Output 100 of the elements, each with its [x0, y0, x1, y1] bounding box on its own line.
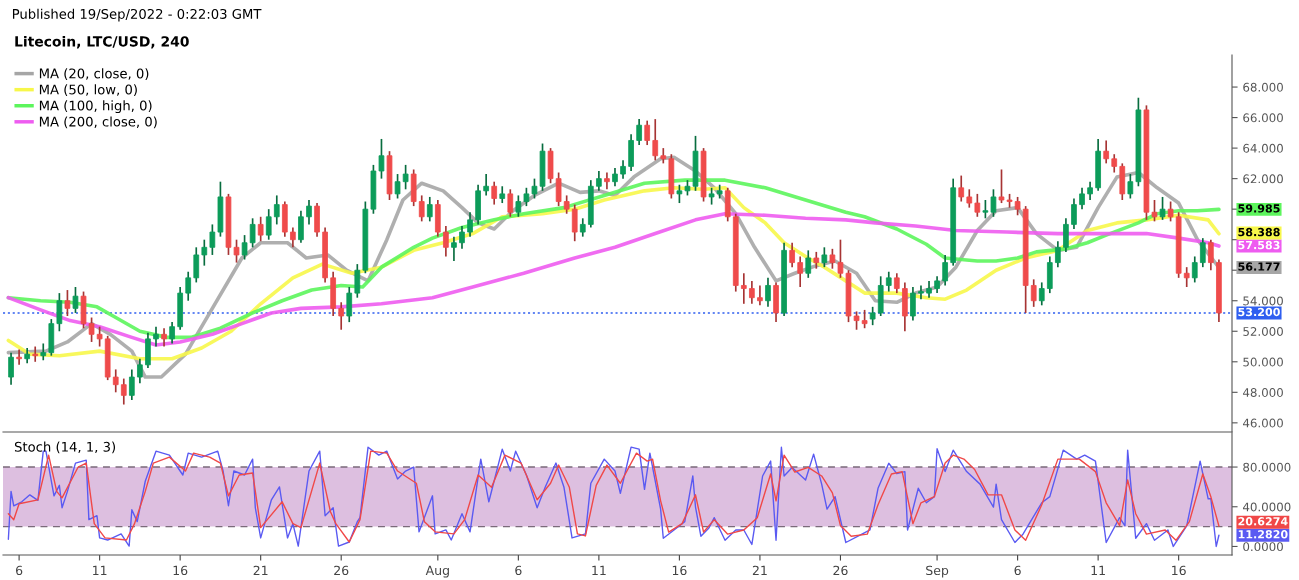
legend-label: MA (100, high, 0) — [39, 100, 152, 114]
candlestick — [185, 270, 192, 302]
candlestick — [861, 309, 868, 330]
candlestick — [620, 159, 626, 180]
candlestick — [298, 209, 304, 244]
candlestick — [129, 368, 135, 401]
candlestick — [1087, 180, 1093, 201]
candlestick — [1191, 255, 1198, 284]
candlestick — [789, 241, 795, 268]
candlestick — [418, 194, 425, 223]
x-tick-label: 11 — [1091, 565, 1105, 575]
candlestick — [32, 345, 39, 363]
y-tick-label: 66.000 — [1243, 113, 1283, 123]
y-tick-label: 80.0000 — [1243, 462, 1291, 472]
candlestick — [966, 188, 973, 209]
candlestick — [893, 272, 900, 294]
candlestick — [507, 188, 514, 218]
candlestick — [273, 194, 280, 226]
candlestick — [1030, 278, 1037, 308]
y-tick-label: 52.000 — [1243, 326, 1283, 336]
candlestick — [644, 119, 651, 146]
candlestick — [201, 238, 208, 267]
candlestick — [757, 284, 763, 307]
annotation: 20.6274 — [1238, 517, 1288, 526]
legend-label: MA (20, close, 0) — [39, 68, 149, 80]
candlestick — [579, 217, 586, 238]
x-tick-label: 26 — [334, 565, 349, 576]
candlestick — [612, 167, 618, 188]
candlestick — [161, 327, 167, 348]
chart-title: Litecoin, LTC/USD, 240 — [15, 35, 189, 49]
candlestick — [1208, 238, 1214, 272]
candlestick — [483, 173, 489, 197]
candlestick — [821, 246, 828, 268]
candlestick — [402, 164, 409, 191]
annotation: 56.177 — [1238, 262, 1280, 271]
candlestick — [885, 270, 892, 293]
candlestick — [120, 377, 127, 406]
candlestick — [249, 217, 256, 249]
candlestick — [805, 249, 812, 279]
candlestick — [571, 203, 578, 243]
y-tick-label: 50.000 — [1243, 357, 1283, 367]
candlestick — [88, 316, 95, 343]
x-tick-label: 21 — [253, 565, 268, 575]
candlestick — [426, 196, 433, 223]
x-tick-label: 6 — [1014, 565, 1021, 576]
candlestick — [523, 186, 530, 207]
x-tick-label: 16 — [672, 565, 687, 576]
candlestick — [974, 193, 981, 218]
x-tick-label: 16 — [173, 565, 188, 576]
candlestick — [1159, 196, 1166, 221]
candlestick — [765, 277, 771, 308]
y-tick-label: 62.000 — [1243, 174, 1283, 184]
candlestick — [378, 138, 385, 180]
candlestick — [990, 188, 997, 218]
y-tick-label: 64.000 — [1243, 143, 1283, 153]
candlestick — [942, 254, 948, 287]
candlestick — [515, 194, 522, 218]
candlestick — [467, 211, 473, 238]
y-tick-label: 46.000 — [1242, 418, 1283, 428]
x-tick-label: Aug — [425, 565, 449, 578]
candlestick — [290, 226, 296, 249]
x-tick-label: 11 — [93, 565, 107, 575]
candlestick — [169, 321, 175, 345]
candlestick — [1103, 139, 1110, 165]
candlestick — [56, 292, 63, 333]
candlestick — [96, 325, 103, 348]
x-tick-label: 26 — [833, 565, 848, 576]
candlestick — [1055, 240, 1061, 268]
y-tick-label: 68.000 — [1243, 82, 1283, 92]
candlestick — [749, 280, 755, 305]
candlestick — [740, 272, 747, 305]
candlestick — [8, 351, 14, 386]
candlestick — [958, 174, 965, 203]
candlestick — [1063, 217, 1069, 253]
candlestick — [193, 246, 200, 284]
x-tick-label: 6 — [515, 565, 522, 576]
candlestick — [491, 180, 498, 206]
candlestick — [636, 118, 642, 146]
candlestick — [64, 289, 71, 317]
annotation: Stoch (14, 1, 3) — [14, 441, 116, 454]
candlestick — [306, 199, 312, 226]
candlestick — [797, 255, 804, 288]
x-tick-label: 21 — [752, 565, 767, 575]
annotation: 58.388 — [1238, 227, 1280, 237]
candlestick — [153, 325, 159, 348]
candlestick — [16, 348, 22, 366]
legend-label: MA (200, close, 0) — [39, 116, 157, 129]
candlestick — [1111, 153, 1118, 174]
candlestick — [918, 284, 924, 301]
candlestick — [346, 286, 353, 323]
candlestick — [265, 208, 272, 241]
candlestick — [257, 215, 264, 243]
ref-line-label: 53.200 — [1238, 307, 1280, 317]
x-tick-label: 16 — [1172, 565, 1186, 576]
candlestick — [910, 286, 916, 322]
candlestick — [1038, 281, 1045, 307]
text: Published 19/Sep/2022 - 0:22:03 GMT — [12, 8, 262, 22]
candlestick — [443, 225, 449, 258]
candlestick — [563, 194, 570, 215]
candlestick — [596, 170, 602, 192]
